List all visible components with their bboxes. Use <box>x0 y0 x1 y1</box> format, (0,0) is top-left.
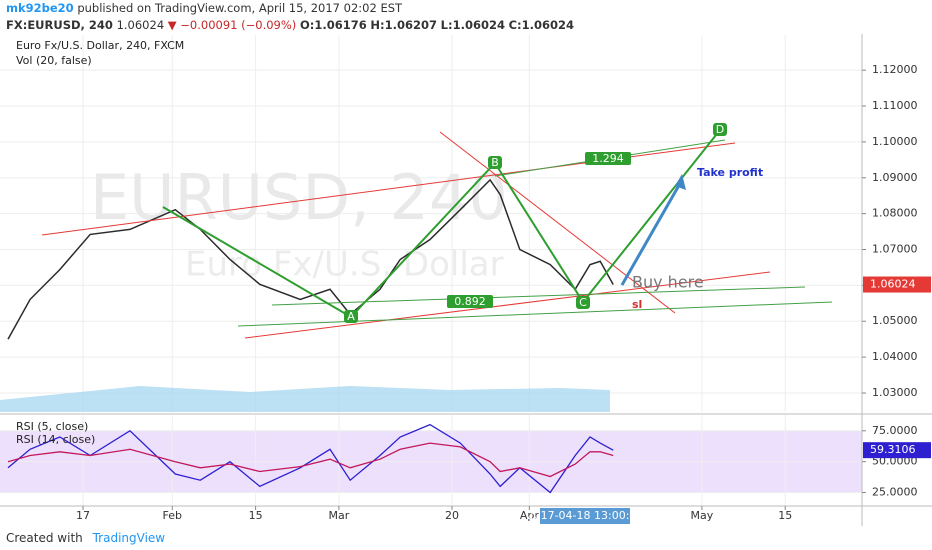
x-tick-label: 15 <box>778 509 792 522</box>
x-tick-label: Mar <box>329 509 350 522</box>
close: C:1.06024 <box>508 18 575 32</box>
axis-labels: 1.030001.040001.050001.060001.070001.080… <box>16 63 931 524</box>
value-box <box>863 442 931 459</box>
y-tick-label: 1.10000 <box>872 135 918 148</box>
point-label: D <box>716 123 724 136</box>
ratio-label: 1.294 <box>592 152 624 165</box>
point-label: A <box>347 310 355 323</box>
line <box>7 423 614 494</box>
price-box <box>863 276 931 293</box>
pattern-labels: A B C D 0.892 1.294 Buy here Take profit… <box>344 123 763 323</box>
drawings <box>41 129 833 339</box>
legend-entry: RSI (14, close) <box>16 433 95 446</box>
arrow-head <box>675 174 686 190</box>
published: published on TradingView.com, April 15, … <box>77 1 403 15</box>
y-tick-label: 1.12000 <box>872 63 918 76</box>
legend-entry: RSI (5, close) <box>16 420 88 433</box>
arrow <box>620 179 684 286</box>
x-tick-label: Feb <box>163 509 182 522</box>
watermark: EURUSD, 240 <box>90 161 508 234</box>
y-tick-label: 25.0000 <box>872 486 918 499</box>
crosshair-box <box>540 508 630 524</box>
y-tick-label: 1.04000 <box>872 350 918 363</box>
x-tick-label: 20 <box>445 509 459 522</box>
label-box <box>488 156 502 169</box>
ratio-box <box>585 152 631 165</box>
footer: Created with TradingView <box>6 528 165 548</box>
chart: EURUSD, 240 Euro Fx/U.S. Dollar A B C D … <box>0 34 932 528</box>
price-label: 1.06024 <box>870 278 916 291</box>
trend-line <box>237 301 833 327</box>
grid <box>0 35 862 505</box>
quote-line: FX:EURUSD, 240 1.06024 ▼ −0.00091 (−0.09… <box>6 17 574 34</box>
x-tick-label: 15 <box>249 509 263 522</box>
open: O:1.06176 <box>299 18 367 32</box>
point-label: B <box>491 156 499 169</box>
y-tick-label: 1.07000 <box>872 243 918 256</box>
ratio-box <box>447 295 493 308</box>
publish-line: mk92be20 published on TradingView.com, A… <box>6 0 574 17</box>
trend-line <box>439 131 676 314</box>
trend-line <box>244 271 771 339</box>
label-box <box>713 123 727 136</box>
x-tick-label: 17 <box>76 509 90 522</box>
high: H:1.06207 <box>370 18 437 32</box>
sl-label: sl <box>632 298 642 311</box>
last: 1.06024 <box>116 18 165 32</box>
user[interactable]: mk92be20 <box>6 1 74 15</box>
ratio-label: 0.892 <box>454 295 486 308</box>
brand[interactable]: TradingView <box>92 531 166 545</box>
created: Created with <box>6 531 83 545</box>
trend-line <box>271 286 806 306</box>
value-label: 59.3106 <box>870 443 916 456</box>
pane-subtitle: Vol (20, false) <box>16 54 92 67</box>
y-tick-label: 1.05000 <box>872 314 918 327</box>
label-box <box>576 296 590 309</box>
tp-label: Take profit <box>697 166 763 179</box>
watermark-sub: Euro Fx/U.S. Dollar <box>185 245 504 285</box>
header: mk92be20 published on TradingView.com, A… <box>6 0 574 34</box>
y-tick-label: 1.09000 <box>872 171 918 184</box>
volume-area <box>0 386 610 412</box>
buy-label: Buy here <box>632 273 704 292</box>
crosshair-label: 2017-04-18 13:00:00 <box>527 509 644 522</box>
line <box>7 442 614 478</box>
y-tick-label: 1.03000 <box>872 386 918 399</box>
y-tick-label: 1.08000 <box>872 207 918 220</box>
change: ▼ −0.00091 (−0.09%) <box>167 18 297 32</box>
symbol: FX:EURUSD, 240 <box>6 18 113 32</box>
x-tick-label: Apr <box>520 509 540 522</box>
low: L:1.06024 <box>440 18 505 32</box>
y-tick-label: 75.0000 <box>872 424 918 437</box>
y-tick-label: 1.11000 <box>872 99 918 112</box>
x-tick-label: May <box>691 509 714 522</box>
pane-title: Euro Fx/U.S. Dollar, 240, FXCM <box>16 39 184 52</box>
label-box <box>344 310 358 323</box>
point-label: C <box>579 296 587 309</box>
